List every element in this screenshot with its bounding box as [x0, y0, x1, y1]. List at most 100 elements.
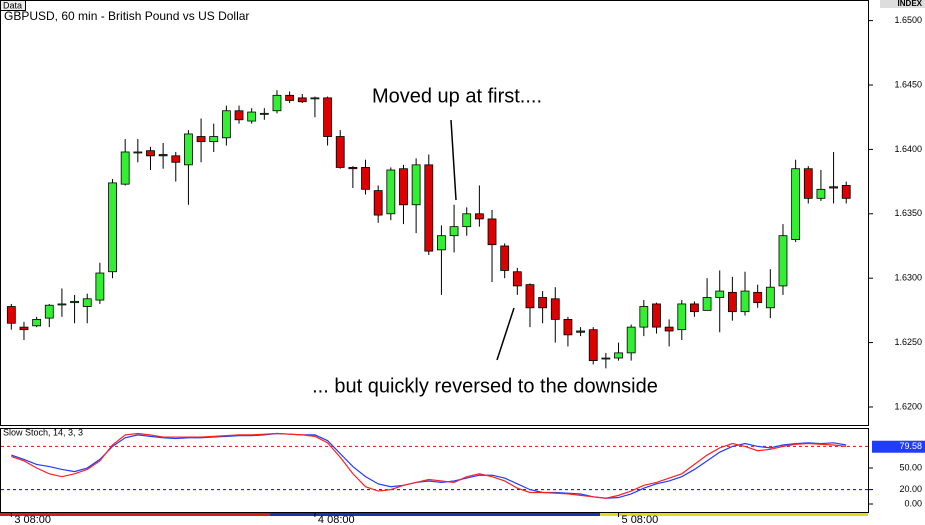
candle-body — [184, 133, 193, 166]
candle-body — [285, 94, 295, 101]
price-panel-frame — [0, 0, 869, 426]
index-box — [880, 0, 925, 8]
y-tick-label: 1.6450 — [894, 79, 922, 89]
y-tick-label: 1.6200 — [894, 401, 922, 411]
candle-body — [411, 164, 421, 206]
candle-body — [44, 304, 54, 319]
candle-body — [576, 330, 585, 333]
candle-body — [247, 111, 257, 122]
session-strip — [0, 513, 270, 516]
y-tick-label: 50.00 — [899, 462, 922, 472]
data-tab-label: Data — [3, 0, 22, 10]
candle-body — [297, 97, 307, 103]
candle-body — [677, 303, 687, 331]
candle-body — [386, 169, 396, 215]
candle-body — [816, 188, 826, 199]
candle-body — [82, 298, 92, 307]
stoch-panel-frame — [0, 428, 869, 513]
candle-body — [6, 306, 16, 324]
candle-body — [487, 218, 497, 246]
candle-body — [753, 291, 763, 304]
candle-body — [146, 150, 155, 157]
candle-body — [690, 303, 699, 313]
data-tab[interactable] — [0, 0, 26, 11]
candle-body — [664, 326, 674, 332]
candle-body — [95, 272, 105, 301]
y-tick-label: 1.6500 — [894, 15, 922, 25]
candle-body — [652, 303, 661, 328]
candle-body — [32, 318, 42, 327]
candle-body — [209, 136, 219, 143]
candle-body — [335, 136, 345, 168]
candle-body — [626, 326, 636, 354]
candle-body — [449, 226, 459, 237]
y-tick-label: 1.6250 — [894, 337, 922, 347]
x-tick-label: 5 08:00 — [622, 514, 659, 525]
candle-body — [778, 235, 788, 287]
candle-body — [171, 155, 181, 163]
candle-body — [525, 284, 535, 309]
chart-title: GBPUSD, 60 min - British Pound vs US Dol… — [4, 9, 249, 23]
candle-body — [19, 326, 29, 331]
candle-body — [158, 154, 168, 157]
candle-body — [361, 167, 370, 190]
session-strip — [600, 513, 868, 516]
stoch-title: Slow Stoch, 14, 3, 3 — [3, 427, 83, 437]
candle-body — [639, 306, 649, 328]
candle-body — [765, 286, 775, 309]
candle-body — [399, 168, 408, 206]
candle-body — [563, 318, 573, 336]
stoch-line — [11, 432, 847, 499]
candle-body — [221, 110, 231, 139]
annotation: ... but quickly reversed to the downside — [312, 375, 658, 397]
session-strip — [270, 513, 600, 516]
candle-body — [133, 151, 143, 154]
x-tick-label: 3 08:00 — [14, 514, 51, 525]
candle-body — [727, 291, 737, 313]
candle-body — [841, 185, 851, 199]
candle-body — [512, 271, 522, 287]
y-tick-label: 1.6400 — [894, 144, 922, 154]
candle-body — [57, 303, 67, 306]
candle-body — [803, 168, 813, 199]
candle-body — [715, 290, 725, 298]
candle-body — [740, 290, 750, 313]
candle-body — [500, 245, 510, 271]
candle-body — [474, 213, 484, 220]
candle-body — [791, 168, 801, 240]
candle-body — [437, 235, 446, 251]
candle-body — [614, 352, 623, 359]
candle-body — [424, 164, 434, 252]
candle-body — [234, 110, 244, 121]
index-label: INDEX — [898, 0, 923, 8]
candle-body — [588, 329, 598, 362]
x-tick-label: 4 08:00 — [318, 514, 355, 525]
candle-body — [272, 94, 282, 112]
candle-body — [310, 97, 320, 100]
candle-body — [538, 297, 548, 309]
y-tick-label: 20.00 — [899, 484, 922, 494]
candle-body — [462, 213, 472, 228]
current-value-label: 79.58 — [899, 441, 922, 451]
candle-body — [829, 186, 838, 189]
y-tick-label: 0.00 — [904, 498, 922, 508]
candle-body — [702, 297, 712, 311]
candle-body — [601, 357, 611, 360]
candle-body — [323, 97, 332, 137]
annotation: Moved up at first.... — [372, 85, 542, 107]
candle-body — [70, 300, 79, 304]
y-tick-label: 1.6300 — [894, 273, 922, 283]
annotation-arrow — [450, 119, 457, 201]
stoch-line — [11, 432, 847, 499]
y-tick-label: 1.6350 — [894, 208, 922, 218]
candle-body — [259, 112, 269, 115]
current-value-box — [872, 440, 925, 453]
candle-body — [550, 298, 560, 320]
candle-body — [108, 182, 117, 273]
candle-body — [120, 151, 130, 185]
candle-body — [196, 136, 206, 143]
annotation-arrow — [496, 307, 515, 361]
candle-body — [373, 190, 383, 216]
